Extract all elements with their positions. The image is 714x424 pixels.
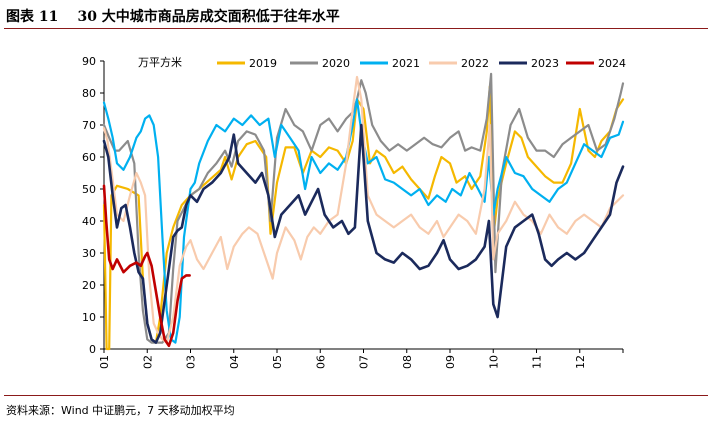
y-tick-label: 40 [82,215,96,228]
x-tick-label: 08 [401,355,414,369]
x-tick-label: 10 [487,355,500,369]
figure-label: 图表 11 [6,9,59,25]
y-tick-label: 90 [82,55,96,68]
figure-header: 图表 11 30 大中城市商品房成交面积低于往年水平 [6,6,340,26]
y-tick-label: 80 [82,87,96,100]
y-tick-label: 70 [82,119,96,132]
x-tick-label: 06 [314,355,327,369]
y-tick-label: 10 [82,311,96,324]
series-line-2021 [102,98,625,344]
y-tick-label: 60 [82,151,96,164]
legend-label-2019: 2019 [249,57,277,70]
x-tick-label: 07 [358,355,371,369]
legend-label-2020: 2020 [322,57,350,70]
y-tick-label: 50 [82,183,96,196]
y-tick-label: 30 [82,247,96,260]
x-tick-label: 04 [228,355,241,369]
legend-label-2021: 2021 [392,57,420,70]
x-tick-label: 12 [574,355,587,369]
y-tick-label: 20 [82,279,96,292]
legend-label-2022: 2022 [461,57,489,70]
source-note: 资料来源：Wind 中证鹏元，7 天移动加权平均 [6,404,235,417]
x-tick-label: 05 [271,355,284,369]
y-tick-label: 0 [89,343,96,356]
header-rule [4,28,708,29]
line-chart: 0 10 20 30 40 50 60 70 80 90 01 02 03 04 05 06 07 08 09 10 1… [82,55,626,369]
legend-label-2023: 2023 [531,57,559,70]
x-tick-label: 01 [98,355,111,369]
series-line-2023 [102,123,625,344]
footer-rule [4,395,708,396]
series-line-2022 [102,75,625,344]
series-line-2024 [102,184,191,348]
y-unit-label: 万平方米 [138,55,182,69]
x-tick-label: 02 [141,355,154,369]
legend-label-2024: 2024 [598,57,626,70]
figure-title: 30 大中城市商品房成交面积低于往年水平 [77,9,340,25]
x-tick-label: 11 [531,355,544,369]
x-tick-label: 09 [444,355,457,369]
x-tick-label: 03 [185,355,198,369]
